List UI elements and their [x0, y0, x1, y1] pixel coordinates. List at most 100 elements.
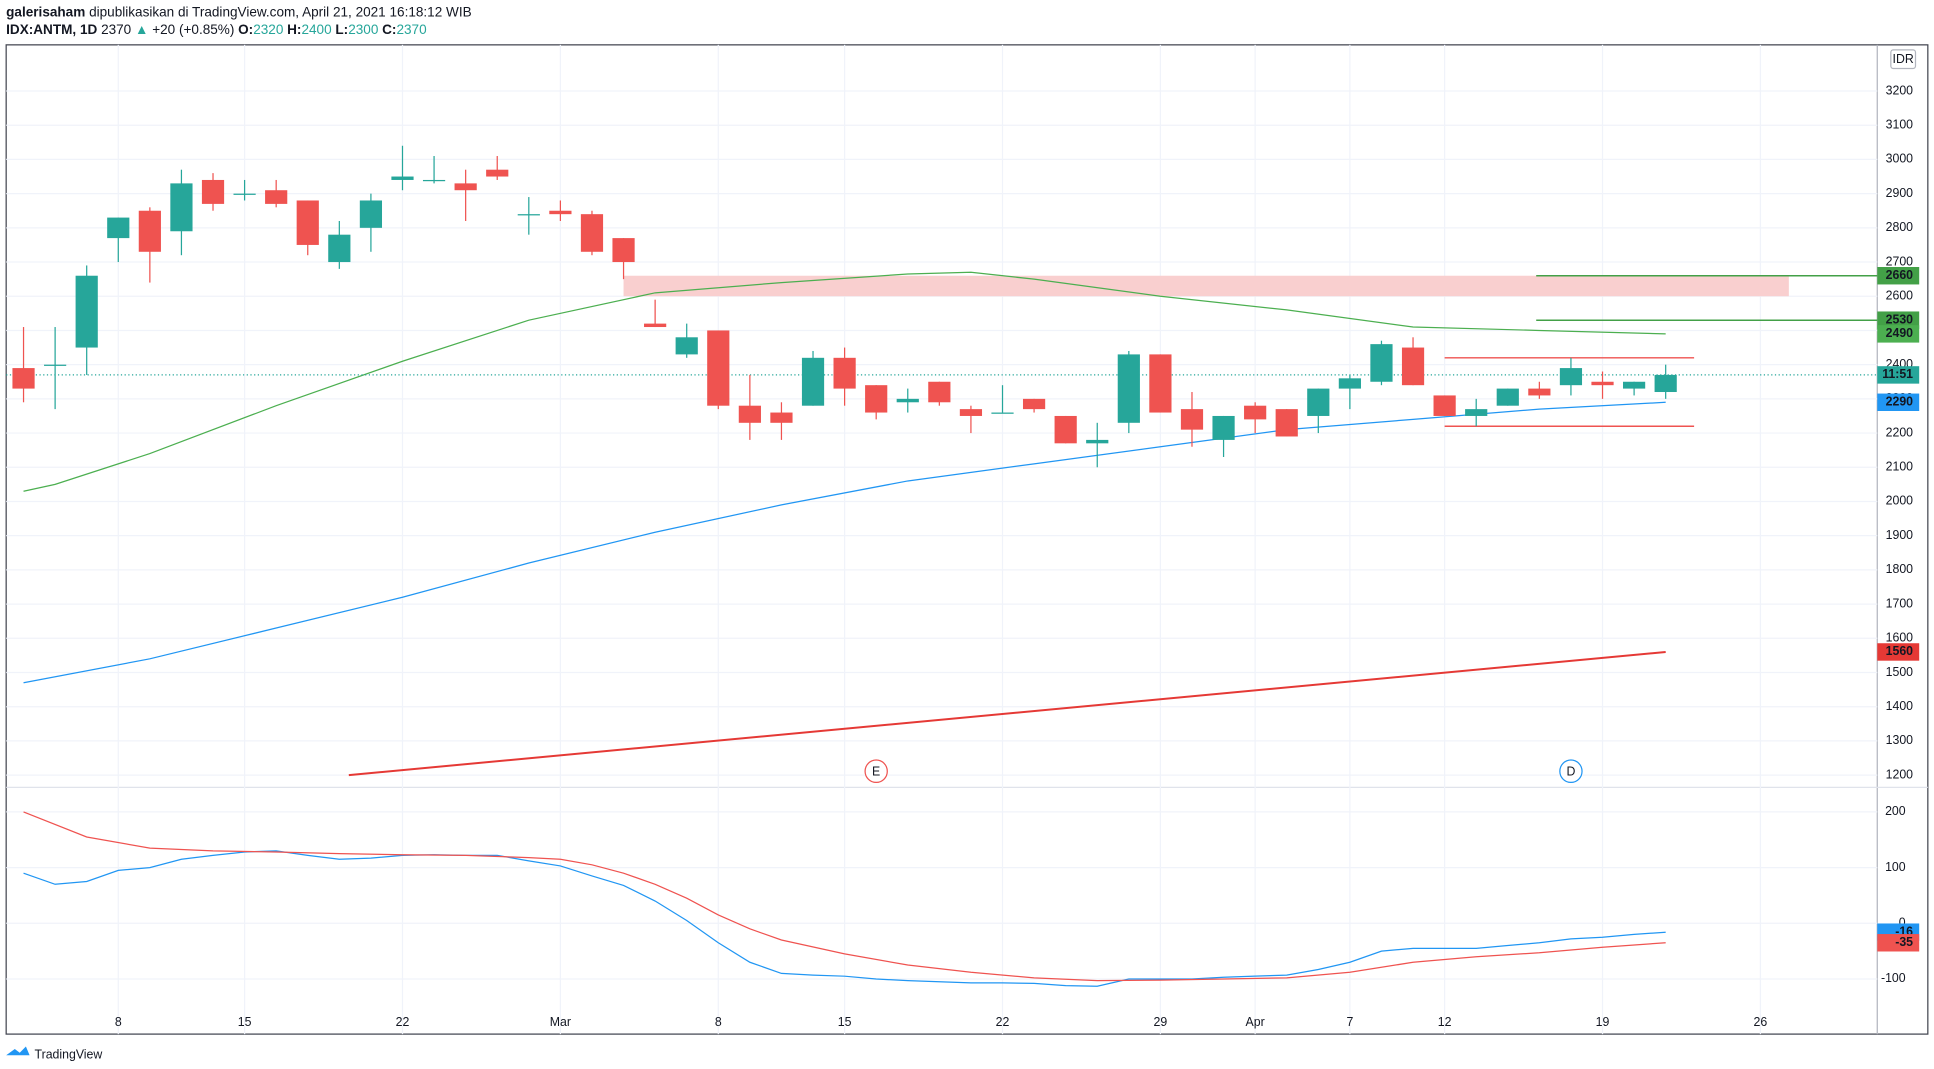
- y-tick-label: 1800: [1886, 562, 1914, 576]
- y-tick-label: 2100: [1886, 459, 1914, 473]
- candle-body: [170, 183, 193, 232]
- c-label: C:: [382, 21, 396, 36]
- price-tag-label: 11:51: [1882, 367, 1913, 381]
- candle-body: [1559, 368, 1583, 386]
- candle-body: [265, 190, 288, 204]
- plot: 1200130014001500160017001800190020002100…: [6, 83, 1920, 1029]
- candle-body: [328, 234, 351, 263]
- price-tag-label: -35: [1895, 935, 1913, 949]
- y-tick-label: 1900: [1886, 528, 1914, 542]
- candle-body: [770, 412, 793, 423]
- logo: [6, 1046, 30, 1056]
- y-tick-label: 3200: [1886, 83, 1914, 97]
- candle-body: [675, 337, 698, 355]
- price-tag-label: 2660: [1886, 268, 1914, 282]
- y-tick-label: 1600: [1886, 631, 1914, 645]
- l-label: L:: [335, 21, 348, 36]
- overlay-line: [23, 401, 1666, 684]
- y-tick-label: 1200: [1886, 767, 1914, 781]
- price-tag: [1877, 267, 1920, 285]
- candle-body: [517, 214, 540, 216]
- x-tick-label: 8: [115, 1015, 122, 1029]
- l-value: 2300: [348, 21, 379, 36]
- candle-body: [959, 409, 983, 416]
- h-label: H:: [287, 21, 301, 36]
- candle-body: [1496, 388, 1519, 406]
- published: dipublikasikan di TradingView.com, April…: [89, 4, 472, 19]
- x-tick-label: Apr: [1246, 1015, 1265, 1029]
- x-tick-label: 8: [715, 1015, 722, 1029]
- candle-body: [1149, 354, 1172, 413]
- indicator-line: [23, 811, 1666, 982]
- price-tag-label: 2490: [1886, 326, 1914, 340]
- arrow: ▲: [135, 21, 148, 36]
- y-tick-label: 2900: [1886, 186, 1914, 200]
- price-tag-label: 2290: [1886, 395, 1914, 409]
- last-price: 2370: [101, 21, 132, 36]
- symbol: IDX:ANTM, 1D: [6, 21, 97, 36]
- price-tag: [1877, 366, 1920, 384]
- y-tick-label: 1700: [1886, 596, 1914, 610]
- o-label: O:: [238, 21, 253, 36]
- price-tag-label: 1560: [1886, 644, 1914, 658]
- c-value: 2370: [396, 21, 427, 36]
- candle-body: [738, 405, 761, 423]
- legend-line: IDX:ANTM, 1D 2370 ▲ +20 (+0.85%) O:2320 …: [6, 21, 427, 36]
- x-tick-label: 29: [1154, 1015, 1168, 1029]
- candle-body: [296, 200, 319, 245]
- candle-body: [1086, 439, 1109, 444]
- candle-body: [138, 210, 161, 252]
- y-tick-label: 3000: [1886, 152, 1914, 166]
- candle-body: [1528, 388, 1551, 396]
- candle-body: [1401, 347, 1425, 386]
- y-tick-label: 2800: [1886, 220, 1914, 234]
- candle-body: [359, 200, 383, 228]
- price-tag: [1877, 325, 1920, 343]
- price-tag-label: 2530: [1886, 312, 1914, 326]
- candle-body: [1022, 398, 1046, 410]
- indicator-tick-label: 0: [1899, 916, 1906, 930]
- y-tick-label: 2600: [1886, 288, 1914, 302]
- indicator-tick-label: 200: [1885, 804, 1906, 818]
- candle-body: [1117, 354, 1140, 423]
- x-tick-label: 19: [1596, 1015, 1610, 1029]
- frame: [5, 44, 1929, 1035]
- currency-box: [1890, 49, 1917, 70]
- candle-body: [233, 193, 256, 195]
- candle-body: [75, 275, 98, 348]
- x-tick-label: 12: [1438, 1015, 1452, 1029]
- candle-body: [1433, 395, 1456, 416]
- candle-body: [1212, 415, 1235, 440]
- candle-body: [1307, 388, 1330, 416]
- o-value: 2320: [253, 21, 284, 36]
- candle-body: [1622, 381, 1646, 389]
- candle-body: [422, 179, 446, 182]
- x-tick-label: 26: [1754, 1015, 1768, 1029]
- candle-body: [865, 385, 888, 413]
- y-tick-label: 3100: [1886, 117, 1914, 131]
- candle-body: [928, 381, 951, 403]
- candle-body: [1275, 409, 1298, 437]
- candle-body: [454, 183, 477, 191]
- candle-body: [1054, 415, 1077, 444]
- candle-body: [107, 217, 130, 239]
- candle-body: [896, 398, 919, 403]
- event-marker: [1559, 759, 1583, 784]
- candle-body: [1465, 409, 1488, 416]
- candle-body: [1591, 381, 1614, 386]
- price-tag: [1877, 393, 1920, 412]
- price-tag: [1877, 311, 1920, 329]
- y-tick-label: 2200: [1886, 425, 1914, 439]
- footer: TradingView: [35, 1048, 103, 1062]
- candle-body: [1654, 374, 1677, 393]
- y-tick-label: 1500: [1886, 665, 1914, 679]
- y-tick-label: 1400: [1886, 699, 1914, 713]
- price-tag: [1877, 934, 1920, 952]
- candle-body: [391, 176, 414, 180]
- y-tick-label: 2700: [1886, 254, 1914, 268]
- candle-body: [1338, 378, 1361, 389]
- price-tag: [1877, 643, 1920, 661]
- candle-body: [801, 357, 825, 406]
